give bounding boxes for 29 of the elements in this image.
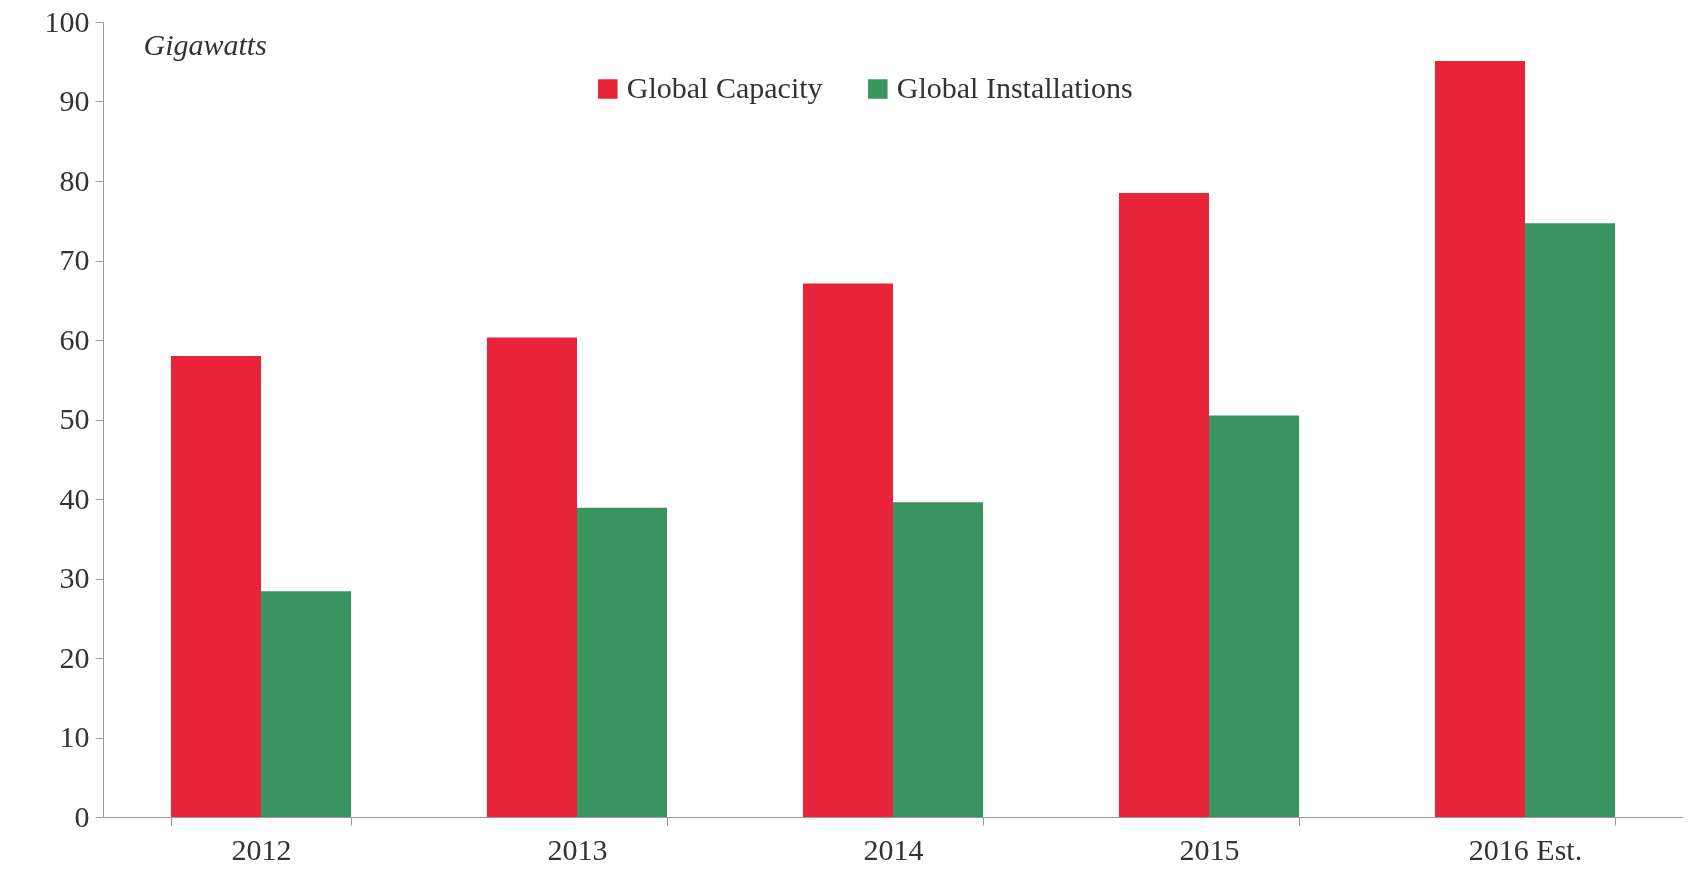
y-tick-label: 60 (59, 322, 90, 356)
bar (1525, 223, 1616, 817)
bar (893, 502, 984, 817)
x-tick-label: 2012 (231, 832, 292, 866)
y-tick-label: 10 (59, 720, 90, 753)
bar (170, 355, 261, 817)
bar (1209, 415, 1300, 817)
y-tick-label: 20 (59, 640, 90, 674)
y-tick-label: 50 (59, 402, 90, 435)
x-tick-label: 2015 (1179, 832, 1240, 866)
x-tick-label: 2016 Est. (1468, 832, 1583, 866)
bar (802, 283, 893, 817)
y-tick-label: 90 (59, 84, 90, 117)
bar (486, 337, 577, 817)
y-tick-label: 100 (44, 4, 90, 38)
y-tick-label: 30 (59, 561, 90, 594)
y-tick-label: 80 (59, 163, 90, 197)
legend-label: Global Installations (896, 71, 1133, 104)
y-axis-title: Gigawatts (143, 27, 267, 61)
y-tick-label: 0 (74, 799, 90, 833)
bar (1434, 60, 1525, 817)
x-tick-label: 2014 (863, 832, 924, 866)
bar (1118, 192, 1209, 817)
bar (577, 507, 668, 817)
y-tick-label: 40 (59, 481, 90, 515)
bar (261, 591, 352, 817)
x-tick-label: 2013 (547, 832, 608, 866)
legend-label: Global Capacity (626, 71, 823, 104)
y-tick-label: 70 (59, 243, 90, 276)
